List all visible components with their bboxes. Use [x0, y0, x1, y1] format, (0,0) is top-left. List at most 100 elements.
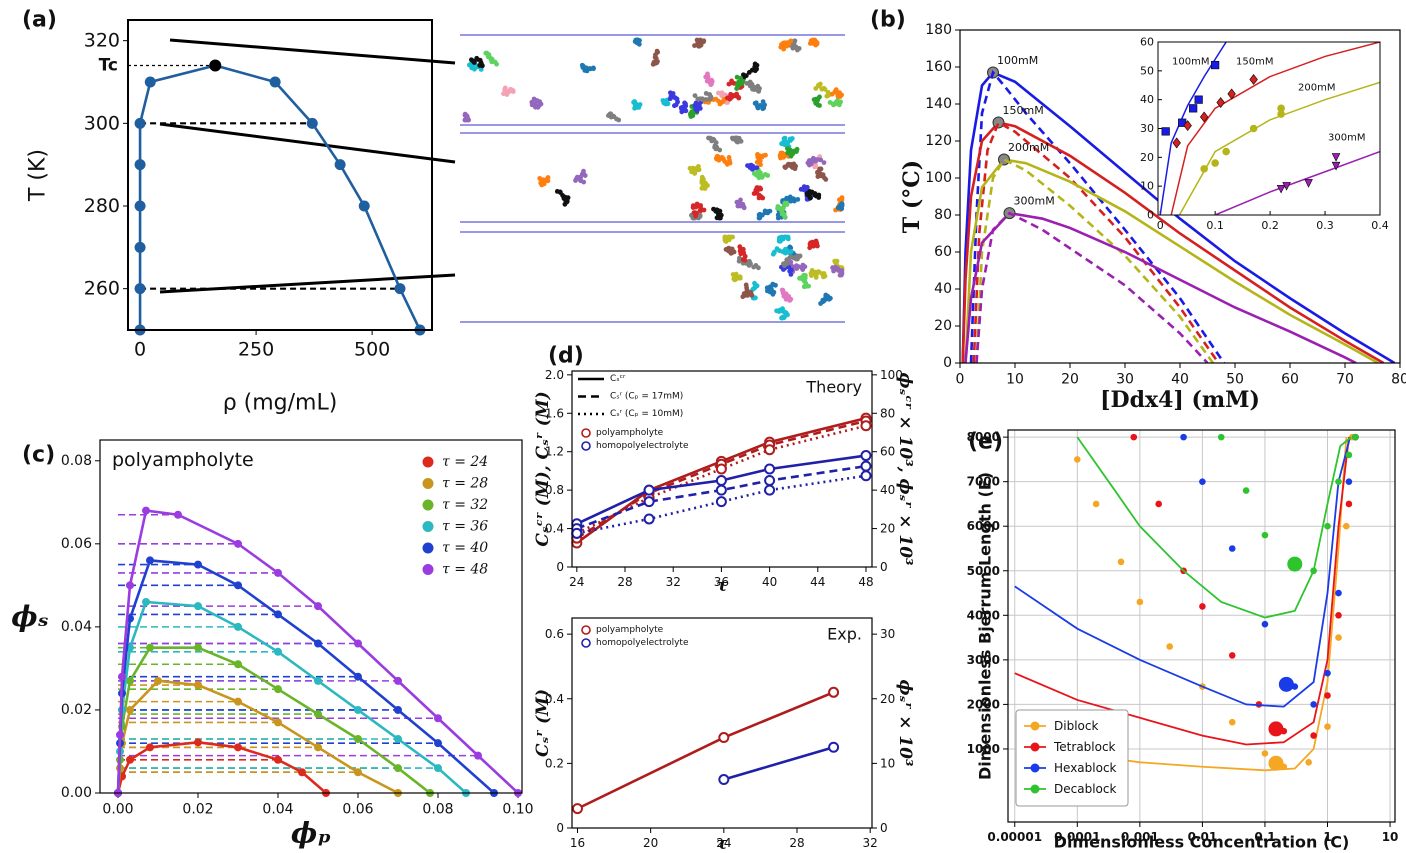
marker: [274, 718, 282, 727]
marker: [1161, 127, 1170, 136]
marker: [1331, 153, 1341, 162]
y-tick-label: 100: [925, 170, 952, 186]
marker: [764, 444, 776, 456]
snapshot-bead: [726, 237, 732, 243]
x-tick-label: 0.4: [1371, 219, 1389, 232]
marker: [194, 681, 202, 690]
marker: [394, 283, 406, 295]
snapshot-bead: [466, 117, 471, 123]
snapshot-bead: [693, 213, 698, 219]
x-tick-label: 16: [570, 836, 585, 850]
y-tick-label: 5000: [967, 564, 1000, 578]
series-line: [723, 745, 834, 781]
y-axis-label: Cₛᶜʳ (M), Cₛʳ (M): [533, 391, 553, 546]
marker: [174, 510, 182, 519]
y-axis-label: T (K): [26, 149, 51, 202]
marker: [992, 116, 1005, 129]
snapshot-bead: [578, 178, 583, 184]
y-tick-label: 7000: [967, 475, 1000, 489]
series-line: [576, 474, 867, 535]
marker: [126, 581, 134, 590]
plot-frame: [1157, 41, 1381, 216]
x-tick-label: 32: [666, 575, 681, 589]
snapshot-bead: [770, 281, 776, 287]
x-tick-label: 0.06: [342, 801, 373, 817]
marker: [274, 647, 282, 656]
marker: [434, 739, 442, 748]
inset-background: [1158, 42, 1380, 215]
y-tick-label: 120: [925, 133, 952, 149]
marker: [1180, 433, 1187, 441]
snapshot-bead: [616, 117, 622, 123]
x-tick-label: 24: [716, 836, 731, 850]
y-tick-label: 80: [934, 207, 952, 223]
y-axis-label: Cₛʳ (M): [533, 689, 553, 757]
marker: [1166, 643, 1173, 650]
x-axis-label: ϕₚ: [291, 817, 331, 850]
snapshot-bead: [564, 197, 570, 203]
snapshot-bead: [683, 103, 689, 109]
snapshot-bead: [803, 273, 808, 278]
snapshot-bead: [542, 178, 548, 184]
series-line: [975, 211, 1209, 363]
snapshot-bead: [835, 93, 841, 99]
snapshot-bead: [788, 153, 794, 159]
snapshot-bead: [508, 86, 513, 92]
marker: [154, 676, 162, 685]
y-tick-label: 50: [1140, 64, 1154, 77]
snapshot-bead: [754, 159, 760, 165]
snapshot-bead: [710, 137, 716, 143]
y-tick-label: 20: [934, 318, 952, 334]
y2-tick-label: 20: [880, 522, 895, 536]
snapshot-bead: [782, 313, 788, 319]
snapshot-bead: [781, 46, 787, 52]
legend-label: τ = 40: [442, 540, 488, 556]
marker: [118, 672, 126, 681]
x-tick-label: 0.0001: [1054, 830, 1100, 844]
snapshot-bead: [754, 62, 760, 68]
marker: [1228, 718, 1236, 726]
snapshot-bead: [636, 40, 641, 46]
x-tick-label: 0.1: [1254, 830, 1275, 844]
marker: [1222, 147, 1230, 156]
legend-label: Tetrablock: [1053, 740, 1116, 754]
x-tick-label: 28: [789, 836, 804, 850]
marker: [1172, 137, 1181, 149]
marker: [1117, 558, 1125, 566]
marker: [1261, 531, 1269, 539]
marker: [571, 803, 583, 815]
marker: [1073, 456, 1081, 463]
plot-frame: [571, 617, 873, 829]
x-axis-label: τ: [716, 576, 728, 596]
marker: [1278, 676, 1294, 692]
marker: [394, 735, 402, 744]
legend-label: homopolyelectrolyte: [596, 441, 689, 451]
annotation: polyampholyte: [112, 449, 254, 471]
y2-tick-label: 100: [880, 368, 903, 382]
marker: [194, 738, 202, 747]
marker: [1287, 556, 1303, 572]
x-tick-label: 40: [1171, 371, 1189, 387]
marker: [1304, 179, 1313, 188]
marker: [234, 660, 242, 669]
y-tick-label: 0: [1147, 209, 1154, 222]
inset-label: 150mM: [1236, 57, 1273, 68]
plot-frame: [571, 370, 873, 568]
snapshot-bead: [801, 187, 806, 193]
marker: [1199, 603, 1206, 610]
legend-label: Diblock: [1054, 719, 1098, 733]
snapshot-bead: [695, 96, 701, 102]
snapshot-bead: [749, 293, 755, 298]
x-tick-label: 10: [1382, 830, 1399, 844]
y-tick-label: 0: [556, 560, 564, 574]
y-tick-label: 280: [84, 195, 120, 217]
series-line: [969, 69, 1226, 363]
snapshot-bead: [729, 246, 735, 252]
plot-frame: [1007, 429, 1396, 823]
plot-frame: [959, 29, 1401, 364]
marker: [1345, 500, 1353, 508]
marker: [306, 117, 318, 129]
marker: [1199, 478, 1206, 485]
snapshot-bead: [753, 295, 758, 301]
marker: [274, 568, 282, 577]
